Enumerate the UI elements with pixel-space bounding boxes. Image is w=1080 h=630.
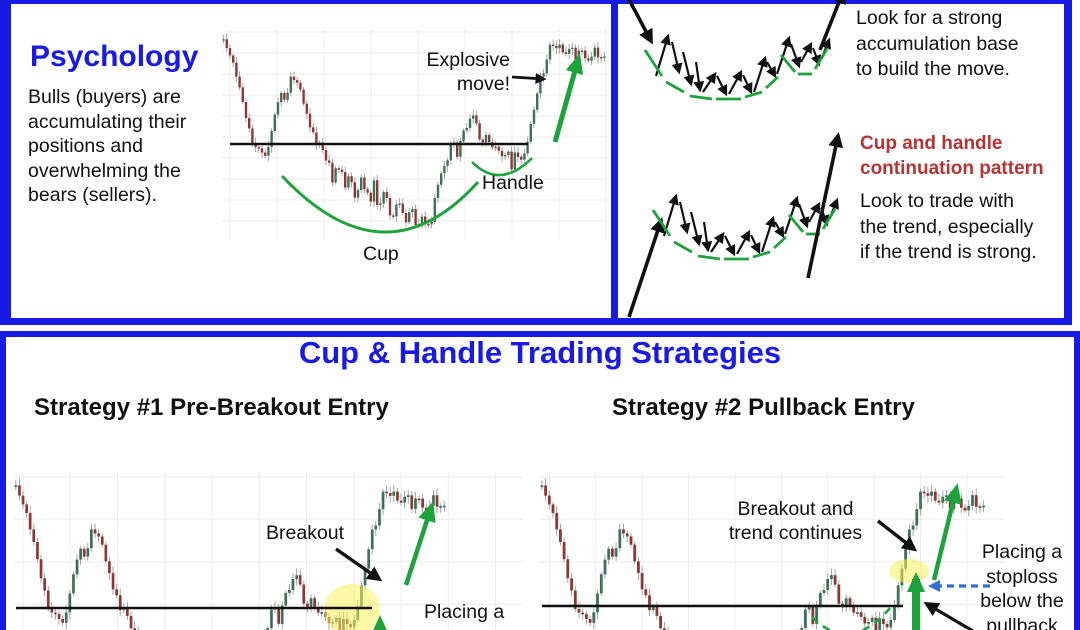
strategy1-breakout-label: Breakout (266, 522, 345, 544)
psychology-body-text: Bulls (buyers) are accumulating their po… (28, 86, 187, 206)
explosive-move-label: Explosive move! (426, 49, 510, 95)
strategy2-stoploss-label: Placing a stoploss below the pullback (980, 541, 1064, 630)
strategy2-heading: Strategy #2 Pullback Entry (612, 394, 915, 421)
handle-label: Handle (482, 172, 544, 194)
continuation-note: Look to trade with the trend, especially… (860, 190, 1037, 263)
cup-label: Cup (363, 243, 399, 265)
accumulation-note: Look for a strong accumulation base to b… (856, 7, 1019, 80)
strategy1-heading: Strategy #1 Pre-Breakout Entry (34, 394, 389, 421)
strategy2-breakout-label: Breakout and trend continues (728, 498, 863, 544)
continuation-pattern-heading: Cup and handle continuation pattern (860, 133, 1044, 179)
pattern-notes-panel (618, 0, 1072, 325)
strategies-panel (0, 331, 1080, 630)
strategy1-stoploss-label: Placing a (424, 601, 505, 623)
psychology-heading: Psychology (30, 40, 199, 73)
strategies-title: Cup & Handle Trading Strategies (298, 335, 782, 370)
